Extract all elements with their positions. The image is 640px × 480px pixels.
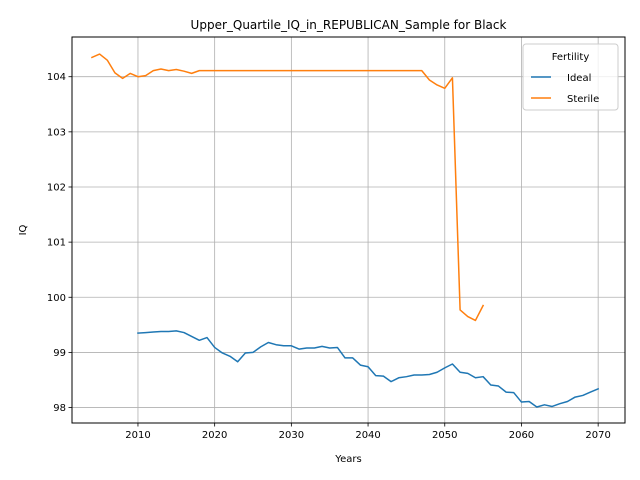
y-tick-label: 98 (53, 403, 66, 414)
series-line-ideal (137, 330, 600, 408)
x-axis-label: Years (334, 454, 361, 465)
y-tick-label: 101 (47, 238, 66, 249)
grid-lines (72, 37, 625, 423)
legend-title: Fertility (552, 52, 590, 63)
plot-frame (71, 36, 626, 424)
y-tick-label: 104 (47, 72, 66, 83)
series-line-sterile (90, 53, 485, 322)
y-tick-label: 99 (53, 348, 66, 359)
x-tick-label: 2070 (585, 430, 610, 441)
legend: Fertility Ideal Sterile (522, 43, 619, 111)
chart-title: Upper_Quartile_IQ_in_REPUBLICAN_Sample f… (191, 18, 507, 32)
y-tick-label: 100 (47, 293, 66, 304)
x-tick-label: 2040 (355, 430, 380, 441)
x-tick-label: 2020 (202, 430, 227, 441)
y-tick-label: 103 (47, 127, 66, 138)
legend-label-sterile: Sterile (567, 94, 599, 105)
y-axis-label: IQ (18, 224, 29, 235)
x-tick-label: 2030 (279, 430, 304, 441)
series-lines (90, 53, 600, 408)
axis-ticks: 2010 2020 2030 2040 2050 2060 2070 98 99 100 101 10… (47, 72, 611, 441)
x-tick-label: 2010 (125, 430, 150, 441)
x-tick-label: 2060 (509, 430, 534, 441)
legend-label-ideal: Ideal (567, 73, 591, 84)
y-tick-label: 102 (47, 182, 66, 193)
x-tick-label: 2050 (432, 430, 457, 441)
legend-box (522, 43, 619, 111)
